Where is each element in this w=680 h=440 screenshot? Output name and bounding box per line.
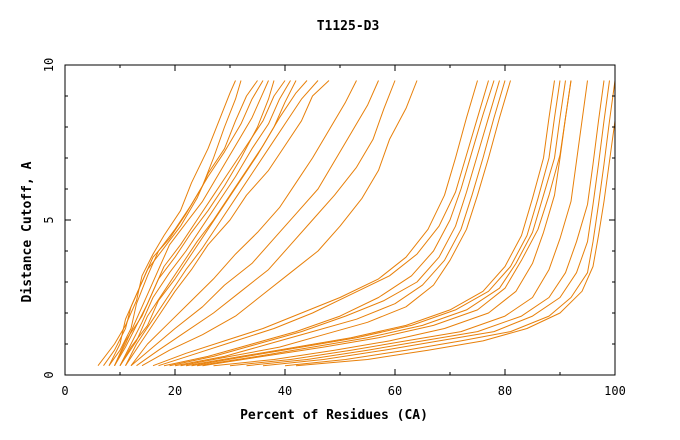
series-group: [97, 80, 616, 367]
series-line-10: [119, 80, 308, 366]
series-line-31: [284, 80, 616, 367]
series-line-27: [213, 80, 572, 367]
series-line-20: [169, 80, 500, 367]
series-line-29: [246, 80, 605, 367]
x-tick-label: 80: [498, 384, 512, 398]
series-line-18: [158, 80, 489, 367]
x-tick-label: 20: [168, 384, 182, 398]
series-line-12: [125, 80, 330, 366]
series-line-32: [295, 80, 616, 367]
x-tick-label: 60: [388, 384, 402, 398]
x-axis-label: Percent of Residues (CA): [240, 408, 428, 423]
axis-ticks: 0 20 40 60 80 100 0 5 10: [42, 58, 626, 398]
series-line-19: [163, 80, 495, 367]
series-line-13: [130, 80, 357, 367]
series-line-17: [152, 80, 478, 367]
series-line-25: [196, 80, 566, 367]
series-line-30: [262, 80, 610, 367]
x-tick-label: 40: [278, 384, 292, 398]
series-line-28: [229, 80, 588, 367]
y-tick-label: 0: [42, 371, 56, 378]
y-tick-label: 5: [42, 216, 56, 223]
series-line-3: [108, 80, 258, 366]
series-line-1: [97, 80, 236, 367]
series-line-21: [174, 80, 506, 367]
y-axis-label: Distance Cutoff, A: [20, 161, 35, 302]
series-line-11: [125, 80, 319, 366]
x-tick-label: 0: [61, 384, 68, 398]
series-line-22: [180, 80, 511, 367]
series-line-8: [119, 80, 291, 366]
y-tick-label: 10: [42, 58, 56, 72]
series-line-6: [114, 80, 275, 366]
chart-title: T1125-D3: [317, 19, 380, 34]
series-line-4: [108, 80, 264, 366]
x-tick-label: 100: [604, 384, 626, 398]
series-line-2: [103, 80, 242, 366]
series-line-23: [185, 80, 555, 367]
series-line-5: [114, 80, 269, 366]
series-line-24: [191, 80, 561, 367]
series-line-14: [130, 80, 379, 367]
series-line-9: [119, 80, 297, 366]
series-line-7: [114, 80, 286, 366]
series-line-16: [141, 80, 418, 367]
series-line-15: [136, 80, 396, 367]
